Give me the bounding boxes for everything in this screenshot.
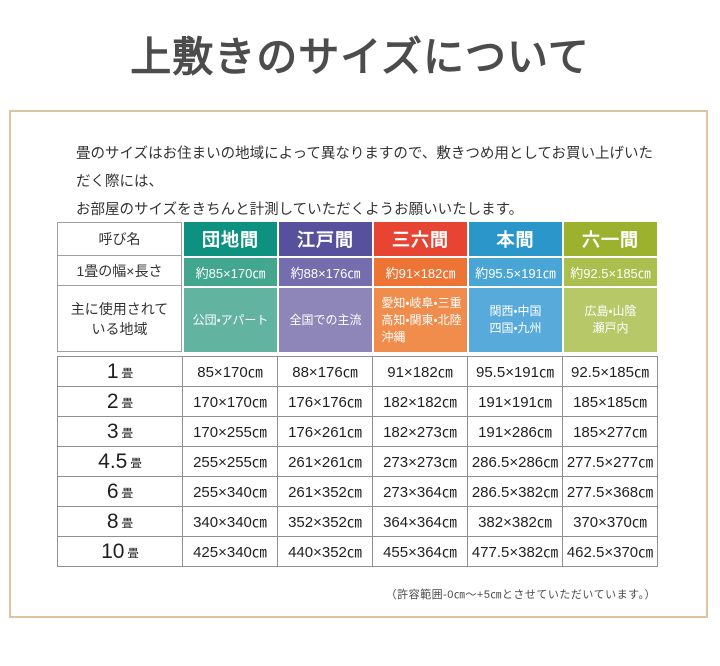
mat-size-row: 1畳の幅×長さ 約85×170㎝ 約88×176㎝ 約91×182㎝ 約95.5… [57, 256, 657, 286]
size-value: 88×176㎝ [277, 356, 373, 387]
region-row: 主に使用されて いる地域 公団・アパート 全国での主流 愛知・岐阜・三重 高知・… [57, 286, 657, 352]
tolerance-note: （許容範囲-0㎝〜+5㎝とさせていただいています。） [385, 589, 656, 601]
size-value: 176×176㎝ [277, 386, 373, 417]
size-value: 277.5×368㎝ [562, 476, 658, 507]
tatami-unit: 畳 [130, 457, 142, 470]
size-value: 273×364㎝ [372, 476, 468, 507]
size-value: 185×277㎝ [562, 416, 658, 447]
region-danchima: 公団・アパート [182, 286, 277, 352]
mat-size-rokuichima: 約92.5×185㎝ [562, 256, 657, 286]
column-header-honma: 本間 [467, 222, 562, 256]
size-value: 170×170㎝ [182, 386, 278, 417]
size-value: 95.5×191㎝ [467, 356, 563, 387]
size-value: 352×352㎝ [277, 506, 373, 537]
tatami-unit: 畳 [121, 367, 134, 380]
table-row-10jo: 10 畳 425×340㎝ 440×352㎝ 455×364㎝ 477.5×382… [57, 536, 658, 567]
tatami-unit: 畳 [121, 397, 134, 410]
tatami-unit: 畳 [127, 547, 139, 560]
column-header-danchima: 団地間 [182, 222, 277, 256]
page-title: 上敷きのサイズについて [130, 34, 590, 80]
column-header-edoma: 江戸間 [277, 222, 372, 256]
size-value: 255×255㎝ [182, 446, 278, 477]
region-edoma: 全国での主流 [277, 286, 372, 352]
size-value: 176×261㎝ [277, 416, 373, 447]
size-value: 286.5×286㎝ [467, 446, 563, 477]
mat-size-edoma: 約88×176㎝ [277, 256, 372, 286]
table-row-4-5jo: 4.5 畳 255×255㎝ 261×261㎝ 273×273㎝ 286.5×28… [57, 446, 658, 477]
size-value: 477.5×382㎝ [467, 536, 563, 567]
size-value: 92.5×185㎝ [562, 356, 658, 387]
tatami-unit: 畳 [121, 517, 134, 530]
size-value: 91×182㎝ [372, 356, 468, 387]
size-value: 462.5×370㎝ [562, 536, 658, 567]
size-value: 182×273㎝ [372, 416, 468, 447]
column-header-saburokuma: 三六間 [372, 222, 467, 256]
corner-cell: 呼び名 [57, 222, 182, 256]
size-value: 277.5×277㎝ [562, 446, 658, 477]
region-saburokuma-text: 愛知・岐阜・三重 高知・関東・北陸 沖縄 [381, 295, 462, 344]
size-value: 382×382㎝ [467, 506, 563, 537]
size-value: 170×255㎝ [182, 416, 278, 447]
row-label: 10 畳 [57, 536, 183, 567]
size-value: 440×352㎝ [277, 536, 373, 567]
region-saburokuma: 愛知・岐阜・三重 高知・関東・北陸 沖縄 [372, 286, 467, 352]
size-value: 273×273㎝ [372, 446, 468, 477]
size-value: 191×191㎝ [467, 386, 563, 417]
column-header-rokuichima: 六一間 [562, 222, 657, 256]
size-value: 191×286㎝ [467, 416, 563, 447]
size-value: 370×370㎝ [562, 506, 658, 537]
mat-size-honma: 約95.5×191㎝ [467, 256, 562, 286]
intro-text: 畳のサイズはお住まいの地域によって異なりますので、敷きつめ用としてお買い上げいた… [76, 146, 653, 218]
size-table: 呼び名 団地間 江戸間 三六間 本間 六一間 1畳の幅×長さ 約85×170㎝ … [57, 222, 658, 567]
region-honma: 関西・中国 四国・九州 [467, 286, 562, 352]
info-panel: 畳のサイズはお住まいの地域によって異なりますので、敷きつめ用としてお買い上げいた… [9, 110, 708, 618]
mat-size-saburokuma: 約91×182㎝ [372, 256, 467, 286]
size-value: 182×182㎝ [372, 386, 468, 417]
tatami-unit: 畳 [121, 487, 134, 500]
mat-size-danchima: 約85×170㎝ [182, 256, 277, 286]
size-value: 340×340㎝ [182, 506, 278, 537]
row-label: 4.5 畳 [57, 446, 183, 477]
tatami-unit: 畳 [121, 427, 134, 440]
size-value: 425×340㎝ [182, 536, 278, 567]
size-value: 286.5×382㎝ [467, 476, 563, 507]
mat-size-row-label: 1畳の幅×長さ [57, 256, 182, 286]
size-value: 261×261㎝ [277, 446, 373, 477]
table-header-row: 呼び名 団地間 江戸間 三六間 本間 六一間 [57, 222, 657, 256]
size-value: 455×364㎝ [372, 536, 468, 567]
size-value: 255×340㎝ [182, 476, 278, 507]
region-row-label: 主に使用されて いる地域 [57, 286, 182, 352]
size-value: 261×352㎝ [277, 476, 373, 507]
size-value: 364×364㎝ [372, 506, 468, 537]
region-rokuichima: 広島・山陰 瀬戸内 [562, 286, 657, 352]
size-value: 185×185㎝ [562, 386, 658, 417]
size-value: 85×170㎝ [182, 356, 278, 387]
